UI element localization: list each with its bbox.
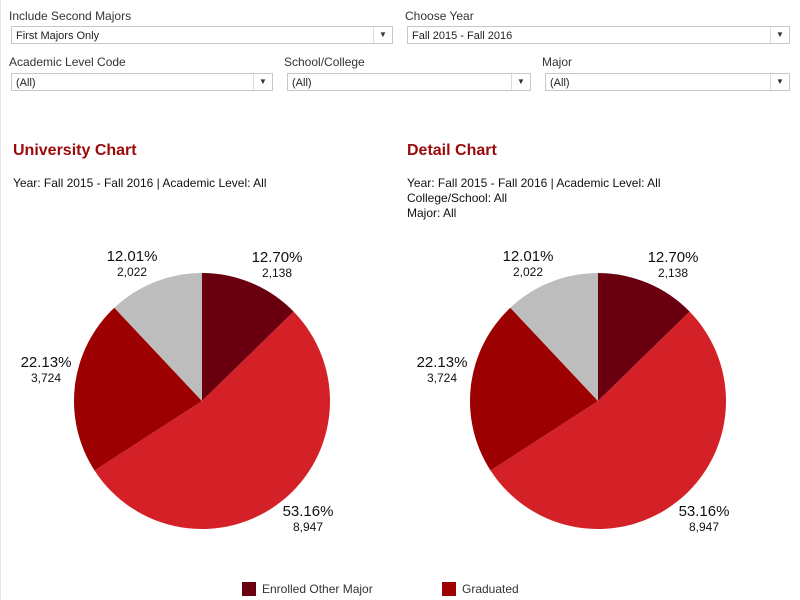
school-dropdown[interactable]: (All) ▼ xyxy=(287,73,531,91)
chevron-down-icon[interactable]: ▼ xyxy=(373,27,392,43)
left-border xyxy=(0,0,1,600)
detail-chart-subtitle: Year: Fall 2015 - Fall 2016 | Academic L… xyxy=(407,176,660,221)
pie-slice[interactable] xyxy=(202,273,294,401)
subtitle-line: Major: All xyxy=(407,206,457,220)
university-chart-title: University Chart xyxy=(13,142,137,159)
chevron-down-icon[interactable]: ▼ xyxy=(511,74,530,90)
pie-slice[interactable] xyxy=(490,311,726,529)
pie-slice[interactable] xyxy=(470,307,598,471)
slice-label: 53.16% 8,947 xyxy=(678,503,730,535)
legend-label: Enrolled Other Major xyxy=(262,582,373,596)
slice-label: 12.70% 2,138 xyxy=(251,249,303,281)
legend-swatch xyxy=(242,582,256,596)
slice-label: 12.70% 2,138 xyxy=(647,249,699,281)
chevron-down-icon[interactable]: ▼ xyxy=(770,27,789,43)
school-label: School/College xyxy=(284,55,365,69)
pie-slice[interactable] xyxy=(598,273,690,401)
slice-label: 53.16% 8,947 xyxy=(282,503,334,535)
academic-level-value: (All) xyxy=(16,77,36,89)
university-chart-subtitle: Year: Fall 2015 - Fall 2016 | Academic L… xyxy=(13,176,266,191)
year-dropdown[interactable]: Fall 2015 - Fall 2016 ▼ xyxy=(407,26,790,44)
pie-slice[interactable] xyxy=(510,273,598,401)
second-majors-value: First Majors Only xyxy=(16,30,100,42)
major-label: Major xyxy=(542,55,573,69)
chevron-down-icon[interactable]: ▼ xyxy=(253,74,272,90)
major-dropdown[interactable]: (All) ▼ xyxy=(545,73,790,91)
academic-level-label: Academic Level Code xyxy=(9,55,126,69)
slice-label: 12.01% 2,022 xyxy=(502,248,554,280)
major-value: (All) xyxy=(550,77,570,89)
legend-item-graduated[interactable]: Graduated xyxy=(442,582,519,596)
pie-slice[interactable] xyxy=(94,311,331,529)
legend-label: Graduated xyxy=(462,582,519,596)
subtitle-line: Year: Fall 2015 - Fall 2016 | Academic L… xyxy=(13,176,267,190)
pie-slice[interactable] xyxy=(114,273,202,401)
second-majors-dropdown[interactable]: First Majors Only ▼ xyxy=(11,26,393,44)
second-majors-label: Include Second Majors xyxy=(9,9,132,23)
slice-label: 22.13% 3,724 xyxy=(416,354,468,386)
detail-chart-title: Detail Chart xyxy=(407,142,497,159)
slice-label: 12.01% 2,022 xyxy=(106,248,158,280)
school-value: (All) xyxy=(292,77,312,89)
subtitle-line: College/School: All xyxy=(407,191,508,205)
slice-label: 22.13% 3,724 xyxy=(20,354,72,386)
legend-item-enrolled-other-major[interactable]: Enrolled Other Major xyxy=(242,582,373,596)
year-value: Fall 2015 - Fall 2016 xyxy=(412,30,513,42)
legend-swatch xyxy=(442,582,456,596)
subtitle-line: Year: Fall 2015 - Fall 2016 | Academic L… xyxy=(407,176,661,190)
pie-slice[interactable] xyxy=(73,307,202,471)
chevron-down-icon[interactable]: ▼ xyxy=(770,74,789,90)
academic-level-dropdown[interactable]: (All) ▼ xyxy=(11,73,273,91)
year-label: Choose Year xyxy=(405,9,474,23)
